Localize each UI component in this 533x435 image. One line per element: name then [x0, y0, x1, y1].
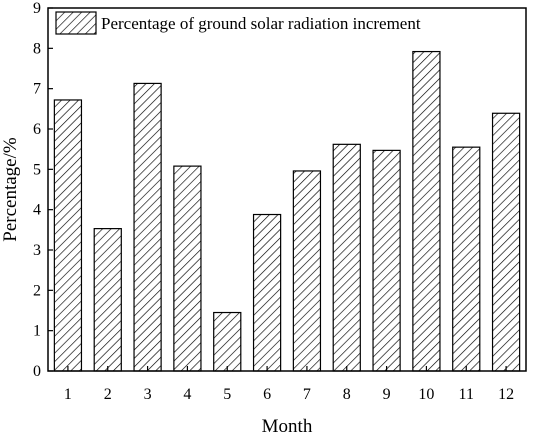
y-axis-ticks: 0 1 2 3 4 5 6 7 8 9: [33, 0, 53, 380]
y-tick-label: 5: [33, 161, 41, 178]
y-tick-label: 6: [33, 121, 41, 138]
x-tick-label: 9: [383, 386, 391, 403]
bar-month-2: [93, 228, 122, 372]
bar-month-8: [332, 143, 361, 372]
y-axis-title: Percentage/%: [0, 137, 21, 242]
x-tick-label: 7: [303, 386, 311, 403]
bars-group: [53, 50, 521, 372]
x-tick-label: 6: [263, 386, 271, 403]
y-tick-label: 9: [33, 0, 41, 17]
x-tick-label: 2: [104, 386, 112, 403]
bar-month-6: [252, 213, 282, 372]
y-tick-label: 1: [33, 323, 41, 340]
y-tick-label: 3: [33, 242, 41, 259]
bar-month-5: [213, 311, 242, 372]
bar-month-3: [133, 82, 162, 372]
x-tick-label: 8: [343, 386, 351, 403]
y-tick-label: 4: [33, 202, 41, 219]
x-tick-label: 12: [498, 386, 514, 403]
legend-label: Percentage of ground solar radiation inc…: [101, 14, 421, 33]
y-tick-label: 7: [33, 81, 41, 98]
y-tick-label: 0: [33, 363, 41, 380]
bar-month-10: [412, 50, 441, 372]
y-tick-label: 8: [33, 40, 41, 57]
x-tick-label: 4: [183, 386, 191, 403]
x-tick-label: 1: [64, 386, 72, 403]
y-tick-label: 2: [33, 282, 41, 299]
plot-frame: [47, 7, 527, 372]
bar-month-9: [372, 149, 401, 372]
legend-swatch: [55, 11, 97, 35]
bar-month-1: [53, 99, 83, 372]
bar-month-4: [173, 165, 202, 372]
x-axis-title: Month: [262, 416, 313, 435]
x-tick-label: 11: [459, 386, 474, 403]
bar-month-12: [491, 112, 521, 372]
bar-month-11: [452, 146, 481, 372]
bar-month-7: [292, 170, 322, 372]
x-tick-label: 3: [144, 386, 152, 403]
x-tick-label: 5: [223, 386, 231, 403]
legend: Percentage of ground solar radiation inc…: [55, 11, 421, 35]
x-tick-label: 10: [418, 386, 434, 403]
x-axis-ticks: 1 2 3 4 5 6 7 8 9 10 11 12: [64, 366, 514, 403]
